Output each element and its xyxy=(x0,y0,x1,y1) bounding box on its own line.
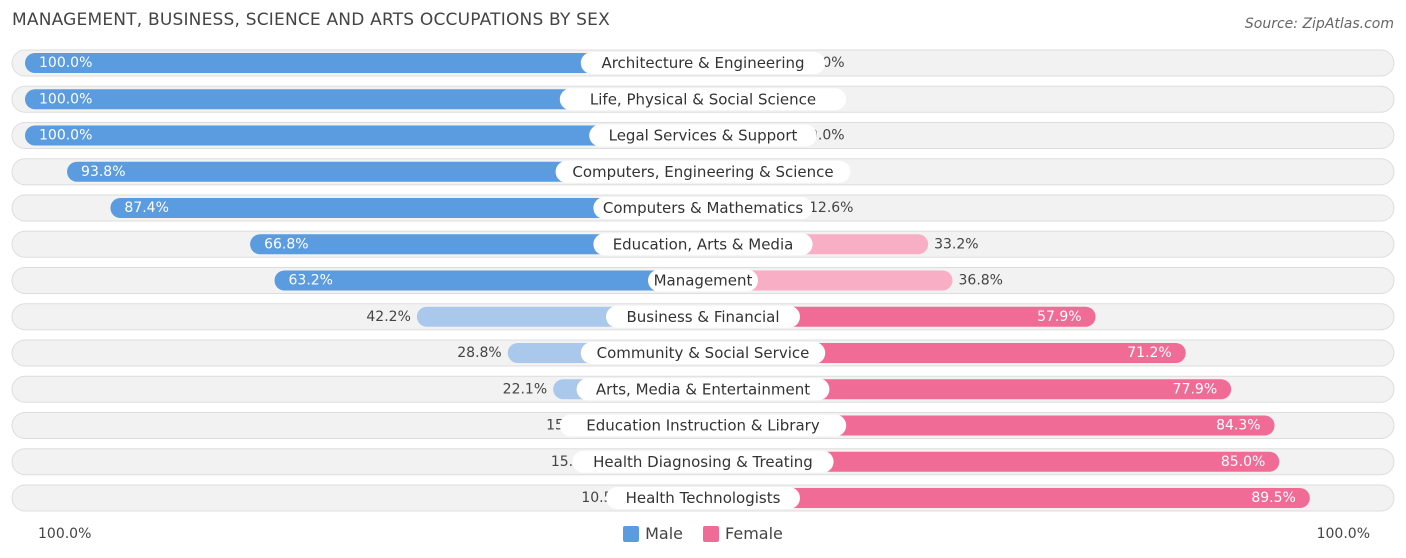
category-label-background xyxy=(606,305,800,328)
category-label-background xyxy=(648,269,758,292)
male-value-label: 66.8% xyxy=(264,236,308,252)
female-value-label: 85.0% xyxy=(1221,454,1265,470)
legend-label-male: Male xyxy=(645,524,684,543)
female-value-label: 84.3% xyxy=(1216,418,1260,434)
female-bar xyxy=(703,270,953,291)
female-value-label: 12.6% xyxy=(809,200,853,216)
male-value-label: 100.0% xyxy=(39,91,92,107)
legend-swatch-female xyxy=(703,525,720,542)
category-label-background xyxy=(580,342,826,364)
category-label: Computers & Mathematics xyxy=(603,199,803,217)
male-value-label: 42.2% xyxy=(366,309,410,325)
male-value-label: 28.8% xyxy=(457,345,501,361)
female-value-label: 71.2% xyxy=(1127,345,1171,361)
male-bar xyxy=(25,125,703,146)
category-label-background xyxy=(593,197,813,219)
female-value-label: 36.8% xyxy=(959,273,1003,289)
category-label: Health Technologists xyxy=(626,489,781,507)
female-bar xyxy=(703,415,1275,436)
category-label: Community & Social Service xyxy=(597,344,810,362)
male-value-label: 87.4% xyxy=(124,200,168,216)
category-label: Computers, Engineering & Science xyxy=(572,163,833,181)
male-bar xyxy=(25,53,703,73)
legend-item-male[interactable]: Male xyxy=(623,524,683,543)
male-bar xyxy=(110,198,704,218)
category-label: Education, Arts & Media xyxy=(613,235,794,253)
legend: Male Female xyxy=(0,524,1406,543)
chart-title: MANAGEMENT, BUSINESS, SCIENCE AND ARTS O… xyxy=(12,10,610,30)
category-label-background xyxy=(559,88,847,111)
category-label-background xyxy=(606,487,800,509)
female-value-label: 77.9% xyxy=(1173,381,1217,397)
female-bar xyxy=(703,379,1232,400)
male-value-label: 22.1% xyxy=(503,381,547,397)
axis-left-label: 100.0% xyxy=(38,526,92,542)
legend-item-female[interactable]: Female xyxy=(703,524,783,543)
male-bar xyxy=(250,234,703,255)
axis-right-label: 100.0% xyxy=(1316,526,1370,542)
male-value-label: 63.2% xyxy=(289,273,333,289)
category-label: Education Instruction & Library xyxy=(586,417,820,435)
category-label-background xyxy=(555,160,851,183)
category-label-background xyxy=(572,450,834,473)
male-value-label: 93.8% xyxy=(81,164,125,180)
category-label: Health Diagnosing & Treating xyxy=(593,453,813,471)
female-value-label: 57.9% xyxy=(1037,309,1081,325)
female-bar xyxy=(703,488,1310,508)
male-bar xyxy=(67,161,703,182)
category-label: Legal Services & Support xyxy=(609,127,798,145)
male-value-label: 100.0% xyxy=(39,128,92,144)
category-label-background xyxy=(593,233,813,256)
legend-label-female: Female xyxy=(725,524,783,543)
category-label: Life, Physical & Social Science xyxy=(590,90,816,108)
category-label: Arts, Media & Entertainment xyxy=(596,380,810,398)
female-value-label: 0.0% xyxy=(809,128,845,144)
category-label: Business & Financial xyxy=(626,308,779,326)
female-value-label: 33.2% xyxy=(934,236,978,252)
female-value-label: 89.5% xyxy=(1251,490,1295,506)
female-bar xyxy=(703,306,1096,327)
male-bar xyxy=(274,270,703,291)
chart-source: Source: ZipAtlas.com xyxy=(1244,16,1394,32)
category-label-background xyxy=(589,124,817,147)
female-bar xyxy=(703,451,1280,472)
category-label-background xyxy=(576,378,830,401)
category-label: Management xyxy=(654,272,753,290)
legend-swatch-male xyxy=(623,525,640,542)
category-label-background xyxy=(559,414,847,437)
male-value-label: 100.0% xyxy=(39,55,92,71)
category-label: Architecture & Engineering xyxy=(601,54,804,72)
category-label-background xyxy=(580,52,826,74)
male-bar xyxy=(25,89,703,110)
